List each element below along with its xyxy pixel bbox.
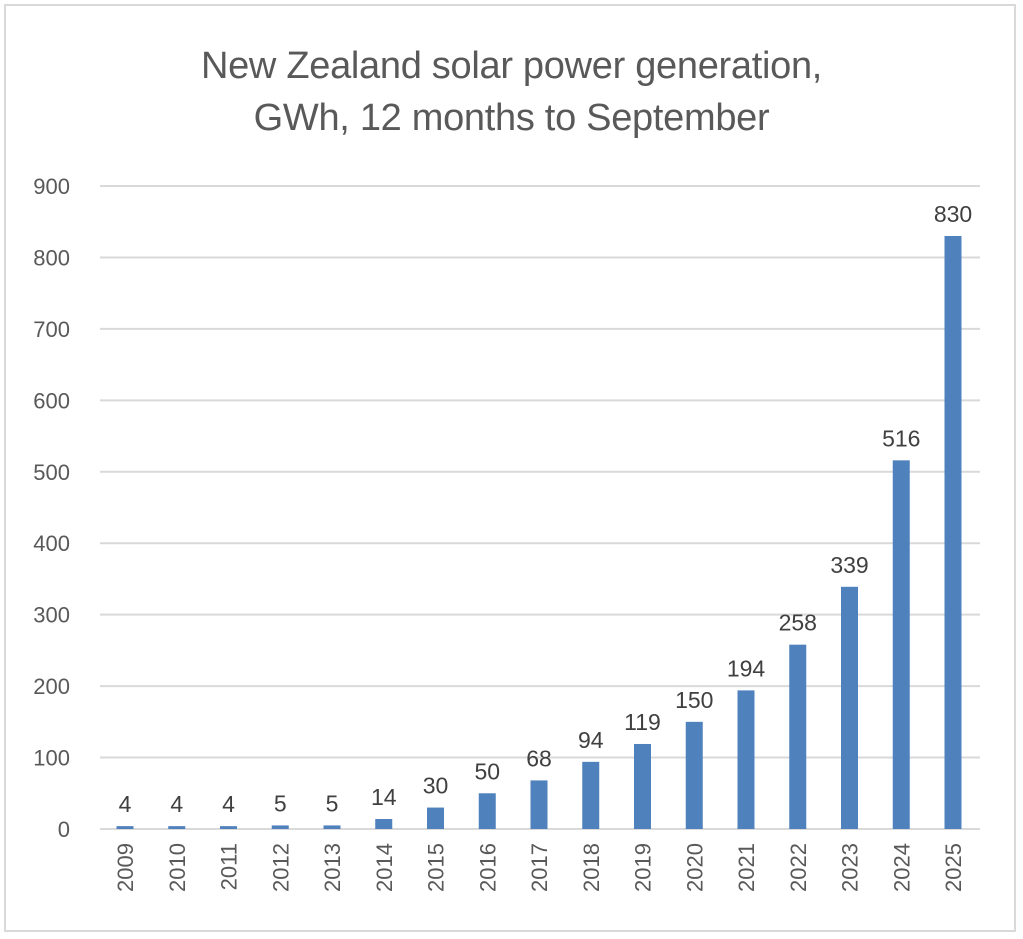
bar-2014 (375, 818, 393, 829)
bars (116, 236, 962, 829)
data-label-2012: 5 (274, 790, 287, 816)
data-label-2020: 150 (675, 687, 713, 713)
y-tick-label: 200 (33, 674, 70, 699)
data-label-2014: 14 (371, 784, 397, 810)
x-tick-label: 2025 (941, 843, 966, 892)
chart-title: New Zealand solar power generation, GWh,… (0, 40, 1023, 144)
x-tick-label: 2009 (113, 843, 138, 892)
data-label-2017: 68 (526, 745, 552, 771)
x-tick-label: 2019 (631, 843, 656, 892)
data-label-2011: 4 (222, 791, 235, 817)
bar-2016 (478, 793, 496, 829)
x-tick-label: 2017 (527, 843, 552, 892)
bar-2011 (220, 826, 237, 829)
y-tick-label: 600 (33, 388, 70, 413)
data-label-2019: 119 (624, 709, 661, 735)
y-tick-label: 800 (33, 245, 70, 270)
bar-2025 (944, 236, 962, 829)
data-label-2013: 5 (326, 790, 339, 816)
x-tick-label: 2015 (424, 843, 449, 892)
data-label-2009: 4 (119, 791, 132, 817)
bar-2023 (841, 586, 858, 829)
x-tick-label: 2024 (889, 843, 914, 892)
bar-2019 (634, 743, 651, 829)
data-label-2016: 50 (474, 758, 500, 784)
x-tick-label: 2011 (217, 843, 242, 890)
x-axis-ticks: 2009 2010 2011 2012 2013 2014 2015 2016 2017 2018… (113, 843, 966, 892)
gridlines (100, 185, 980, 830)
y-tick-label: 900 (33, 174, 70, 199)
bar-2012 (271, 825, 289, 829)
x-tick-label: 2020 (682, 843, 707, 892)
data-label-2022: 258 (779, 610, 817, 636)
data-label-2018: 94 (578, 727, 604, 753)
x-tick-label: 2014 (372, 843, 397, 892)
x-tick-label: 2010 (165, 843, 190, 892)
x-tick-label: 2021 (734, 843, 759, 892)
data-label-2015: 30 (423, 773, 449, 799)
x-tick-label: 2012 (268, 843, 293, 892)
bar-2013 (323, 825, 341, 829)
x-tick-label: 2023 (838, 843, 863, 892)
bar-2021 (737, 690, 755, 829)
bar-2010 (168, 826, 186, 829)
x-tick-label: 2013 (320, 843, 345, 892)
y-tick-label: 0 (58, 817, 70, 842)
data-label-2021: 194 (727, 655, 766, 681)
y-tick-label: 500 (33, 460, 70, 485)
data-labels: 4 4 4 5 5 14 30 50 68 94 119 150 194 258 339 516 830 (119, 201, 973, 817)
bar-2020 (685, 721, 703, 829)
data-label-2010: 4 (170, 791, 183, 817)
bar-2009 (116, 826, 134, 829)
y-tick-label: 700 (33, 317, 70, 342)
bar-2024 (892, 460, 910, 829)
bar-2017 (530, 780, 548, 829)
bar-2015 (427, 807, 444, 829)
data-label-2025: 830 (934, 201, 972, 227)
y-tick-label: 400 (33, 531, 70, 556)
bar-2022 (789, 644, 807, 829)
chart-title-line-2: GWh, 12 months to September (253, 97, 770, 139)
x-tick-label: 2016 (475, 843, 500, 892)
y-tick-label: 300 (33, 603, 70, 628)
data-label-2024: 516 (882, 425, 920, 451)
bar-2018 (582, 761, 600, 829)
x-tick-label: 2018 (579, 843, 604, 892)
y-tick-label: 100 (33, 746, 70, 771)
y-axis-ticks: 0 100 200 300 400 500 600 700 800 900 (33, 174, 70, 842)
chart-title-line-1: New Zealand solar power generation, (200, 45, 823, 87)
data-label-2023: 339 (830, 552, 868, 578)
x-tick-label: 2022 (786, 843, 811, 892)
